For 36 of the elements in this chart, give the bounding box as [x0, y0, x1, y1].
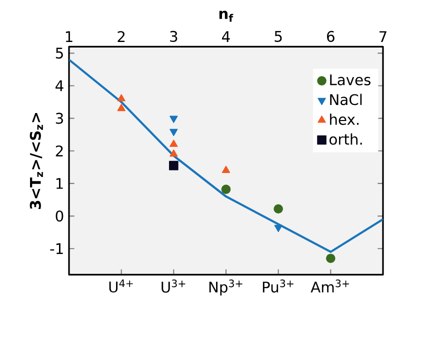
point: [170, 150, 178, 157]
annotation: U$^{4+}$: [109, 280, 133, 293]
y-tick-label: 1: [56, 178, 63, 189]
line-series: [69, 58, 383, 254]
x-tick-label: 1: [66, 31, 72, 42]
point: [221, 184, 231, 194]
annotation: Pu$^{3+}$: [262, 280, 294, 293]
point: [117, 94, 126, 102]
point: [169, 161, 178, 170]
y-tick-label: 4: [56, 80, 64, 92]
annotation: Am$^{3+}$: [310, 280, 349, 293]
y-tick-label: -1: [50, 243, 63, 254]
legend-label: hex.: [330, 114, 359, 126]
point: [170, 140, 178, 148]
point: [117, 104, 126, 112]
y-axis-title: 3<T$_{z}$>/<S$_{z}$>: [30, 113, 43, 210]
y-tick-label: 2: [56, 146, 63, 157]
x-axis-title: n$_{f}$: [219, 10, 234, 22]
y-tick-label: 0: [56, 210, 64, 222]
x-tick-label: 6: [327, 31, 334, 42]
x-tick-label: 2: [118, 31, 125, 42]
x-tick-label: 3: [170, 31, 178, 42]
point: [222, 166, 230, 174]
legend-label: NaCl: [330, 94, 362, 106]
y-tick-label: 3: [56, 112, 63, 124]
annotation: U$^{3+}$: [162, 280, 186, 293]
y-tick-label: 5: [56, 48, 63, 59]
x-tick-label: 5: [274, 31, 282, 42]
annotation: Np$^{3+}$: [209, 280, 242, 296]
point: [274, 225, 282, 232]
legend-label: orth.: [330, 134, 362, 145]
x-tick-label: 4: [222, 31, 230, 42]
point: [274, 204, 283, 214]
x-tick-label: 7: [380, 31, 386, 42]
legend-label: Laves: [330, 74, 370, 86]
point: [326, 254, 336, 264]
